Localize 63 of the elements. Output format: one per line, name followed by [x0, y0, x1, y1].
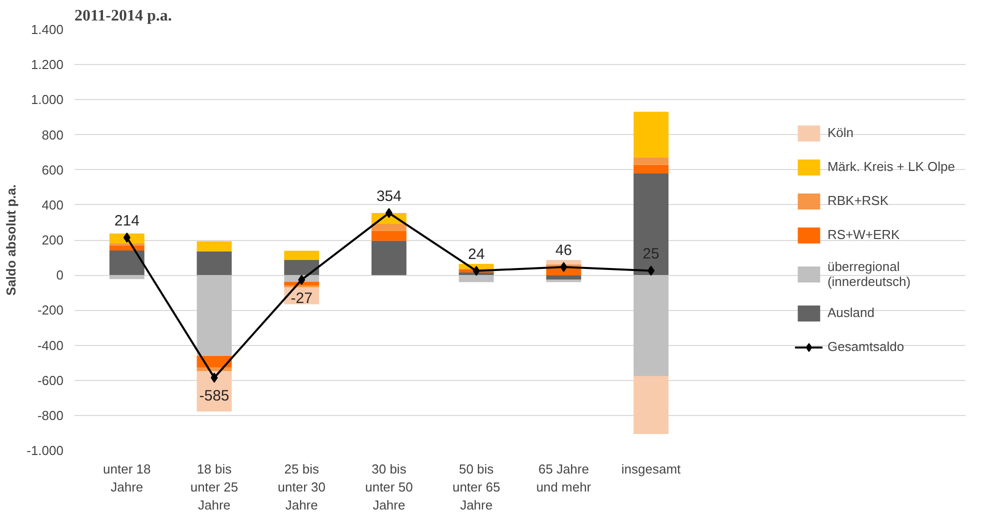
data-label: -585 — [199, 388, 230, 405]
data-label: -27 — [290, 290, 312, 307]
legend-label: Ausland — [827, 305, 874, 320]
bar — [546, 275, 582, 280]
point — [560, 262, 568, 272]
data-label: 46 — [555, 242, 572, 260]
y-tick-label: 1.200 — [30, 57, 64, 72]
bar — [634, 164, 668, 174]
y-tick-label: -200 — [37, 302, 64, 318]
y-tick-label: 200 — [42, 232, 64, 248]
y-tick-label: -400 — [37, 338, 64, 353]
data-label: 25 — [642, 246, 660, 263]
y-tick-label: -1.000 — [26, 443, 64, 458]
y-axis-title: Saldo absolut p.a. — [4, 184, 19, 296]
y-tick-label: 400 — [42, 197, 64, 212]
point — [648, 266, 655, 276]
x-tick-label: unter 18 Jahre — [103, 462, 151, 494]
bar — [109, 275, 144, 280]
x-tick-label: 25 bis unter 30 Jahre — [278, 462, 326, 512]
point — [210, 372, 218, 383]
chart-title: 2011-2014 p.a. — [74, 8, 172, 24]
bar — [196, 275, 232, 356]
bar — [634, 376, 668, 434]
point — [472, 266, 480, 276]
bar — [372, 224, 406, 231]
point — [385, 208, 392, 218]
legend-label: Gesamtsaldo — [827, 339, 904, 354]
bar — [634, 157, 668, 165]
legend-label: RS+W+ERK — [827, 227, 900, 242]
y-tick-label: -800 — [37, 408, 64, 423]
bar — [284, 250, 320, 260]
y-tick-label: 1.000 — [30, 92, 64, 108]
bar — [634, 173, 668, 276]
bar — [372, 240, 406, 276]
x-tick-label: 65 Jahre und mehr — [536, 462, 592, 494]
data-label: 354 — [376, 188, 402, 205]
legend-label: RBK+RSK — [827, 193, 889, 208]
legend-label: überregional (innerdeutsch) — [827, 258, 911, 288]
data-label: 214 — [114, 212, 140, 230]
bar — [196, 241, 232, 252]
bar — [109, 250, 144, 276]
bar — [546, 260, 582, 265]
x-tick-label: 18 bis unter 25 Jahre — [190, 462, 238, 512]
bar — [196, 251, 232, 276]
y-tick-label: 600 — [42, 162, 64, 178]
x-tick-label: insgesamt — [621, 462, 682, 476]
legend-label: Märk. Kreis + LK Olpe — [827, 159, 955, 174]
y-tick-label: 800 — [42, 127, 64, 142]
point — [298, 274, 306, 285]
point — [123, 232, 130, 243]
x-tick-label: 30 bis unter 50 Jahre — [365, 462, 413, 512]
bar — [634, 275, 668, 376]
bar — [634, 112, 668, 158]
bar — [372, 230, 406, 241]
x-tick-label: 50 bis unter 65 Jahre — [452, 462, 500, 512]
legend-label: Köln — [827, 125, 854, 140]
y-tick-label: 0 — [56, 268, 64, 283]
y-tick-label: 1.400 — [30, 22, 64, 37]
y-tick-label: -600 — [37, 372, 64, 388]
bar — [546, 279, 582, 282]
bar — [284, 260, 320, 276]
data-label: 24 — [468, 246, 485, 263]
bar — [458, 275, 494, 282]
